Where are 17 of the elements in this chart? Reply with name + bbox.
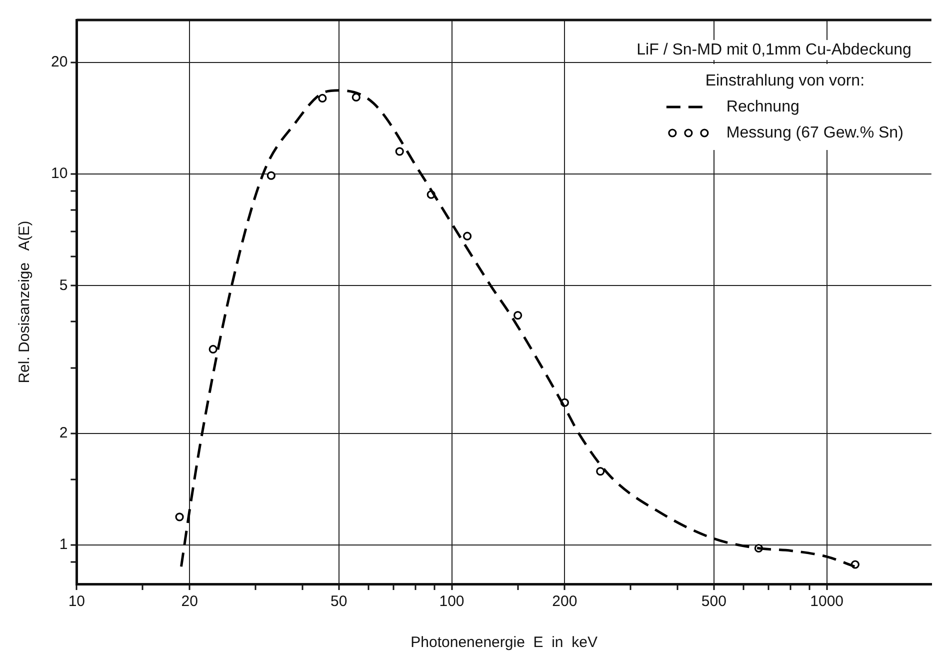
legend-title: Einstrahlung von vorn: [705, 72, 865, 90]
legend-label: Rechnung [726, 98, 800, 116]
y-tick-label: 1 [59, 536, 68, 554]
annotation: LiF / Sn-MD mit 0,1mm Cu-Abdeckung [636, 41, 912, 58]
x-tick-label: 200 [552, 593, 578, 610]
y-tick-label: 2 [59, 424, 68, 442]
legend-label: Messung (67 Gew.% Sn) [726, 124, 904, 142]
y-tick-label: 20 [50, 53, 68, 70]
y-tick-label: 10 [50, 165, 68, 182]
x-tick-label: 50 [330, 593, 348, 610]
x-tick-label: 500 [701, 593, 726, 610]
x-tick-label: 100 [439, 593, 464, 610]
x-tick-label: 1000 [810, 593, 844, 610]
y-axis-title: Rel. Dosisanzeige A(E) [16, 220, 34, 384]
x-axis-title: Photonenenergie E in keV [410, 634, 598, 652]
x-tick-label: 20 [181, 593, 198, 610]
y-tick-label: 5 [59, 276, 68, 294]
